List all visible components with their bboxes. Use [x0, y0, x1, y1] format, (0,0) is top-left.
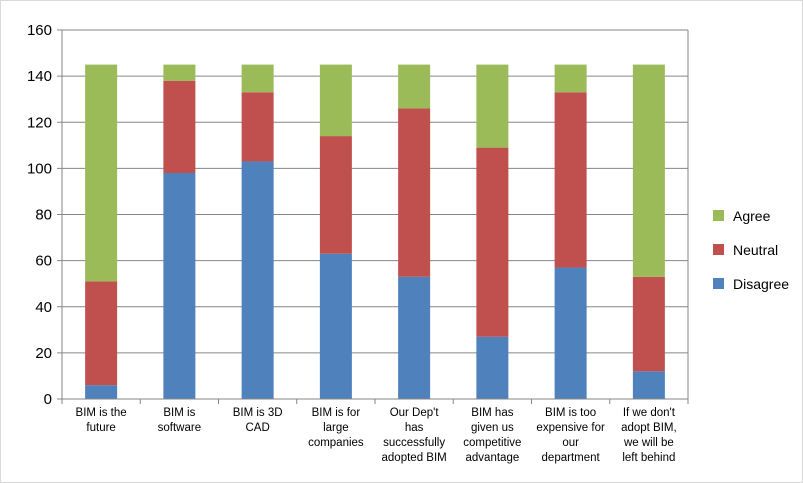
legend-swatch-disagree: [713, 278, 724, 289]
bar-neutral: [554, 92, 587, 268]
bar-disagree: [554, 267, 587, 399]
bar-neutral: [241, 92, 274, 162]
bar-disagree: [476, 336, 509, 399]
x-category-label: CAD: [245, 422, 269, 434]
bar-neutral: [398, 108, 431, 277]
bar-neutral: [632, 276, 665, 372]
legend: Agree Neutral Disagree: [713, 208, 789, 292]
x-category-label: expensive for: [536, 422, 605, 434]
y-tick-label: 0: [44, 391, 52, 408]
y-tick-label: 160: [27, 22, 52, 39]
axes: [61, 30, 689, 404]
x-category-label: our: [562, 437, 579, 449]
x-category-label: has: [405, 422, 424, 434]
x-category-label: left behind: [622, 452, 675, 464]
bar-disagree: [241, 161, 274, 399]
y-axis-ticks: 0 20 40 60 80 100 120 140 160: [27, 22, 62, 408]
x-category-label: companies: [308, 437, 364, 449]
bar-disagree: [85, 385, 118, 399]
bar-neutral: [319, 136, 352, 254]
legend-label-disagree: Disagree: [733, 276, 789, 292]
bar-agree: [632, 64, 665, 277]
bar-neutral: [85, 281, 118, 386]
x-category-label: Our Dep't: [390, 407, 440, 419]
x-category-label: department: [542, 452, 601, 464]
x-category-label: large: [323, 422, 349, 434]
x-category-label: software: [158, 422, 201, 434]
x-category-label: adopted BIM: [382, 452, 447, 464]
legend-swatch-agree: [713, 210, 724, 221]
bar-agree: [241, 64, 274, 93]
bar-neutral: [476, 147, 509, 337]
y-tick-label: 40: [35, 299, 52, 316]
bar-disagree: [163, 172, 196, 399]
x-category-label: adopt BIM,: [621, 422, 677, 434]
bar-disagree: [398, 276, 431, 399]
legend-swatch-neutral: [713, 244, 724, 255]
y-tick-label: 80: [35, 207, 52, 224]
y-tick-label: 100: [27, 160, 52, 177]
x-category-label: BIM has: [471, 407, 513, 419]
x-category-label: advantage: [466, 452, 520, 464]
x-category-label: successfully: [383, 437, 445, 449]
y-tick-label: 20: [35, 345, 52, 362]
x-category-label: BIM is the: [76, 407, 127, 419]
bar-agree: [319, 64, 352, 137]
y-tick-label: 140: [27, 68, 52, 85]
y-tick-label: 60: [35, 253, 52, 270]
x-category-label: given us: [471, 422, 514, 434]
legend-label-agree: Agree: [733, 208, 771, 224]
bar-agree: [85, 64, 118, 282]
bar-agree: [476, 64, 509, 148]
bars: [85, 64, 665, 399]
x-category-label: competitive: [463, 437, 521, 449]
y-tick-label: 120: [27, 114, 52, 131]
x-category-label: BIM is: [163, 407, 195, 419]
x-category-label: If we don't: [623, 407, 676, 419]
x-category-label: BIM is too: [545, 407, 596, 419]
x-category-label: we will be: [623, 437, 674, 449]
x-category-label: future: [86, 422, 115, 434]
x-category-label: BIM is for: [312, 407, 361, 419]
bar-neutral: [163, 80, 196, 173]
bar-disagree: [632, 371, 665, 399]
bar-disagree: [319, 253, 352, 399]
x-category-label: BIM is 3D: [233, 407, 283, 419]
bar-agree: [163, 64, 196, 81]
bar-agree: [554, 64, 587, 93]
bar-agree: [398, 64, 431, 109]
legend-label-neutral: Neutral: [733, 242, 778, 258]
x-axis-labels: BIM is the future BIM is software BIM is 3D C…: [76, 407, 677, 464]
gridlines: [62, 29, 688, 354]
